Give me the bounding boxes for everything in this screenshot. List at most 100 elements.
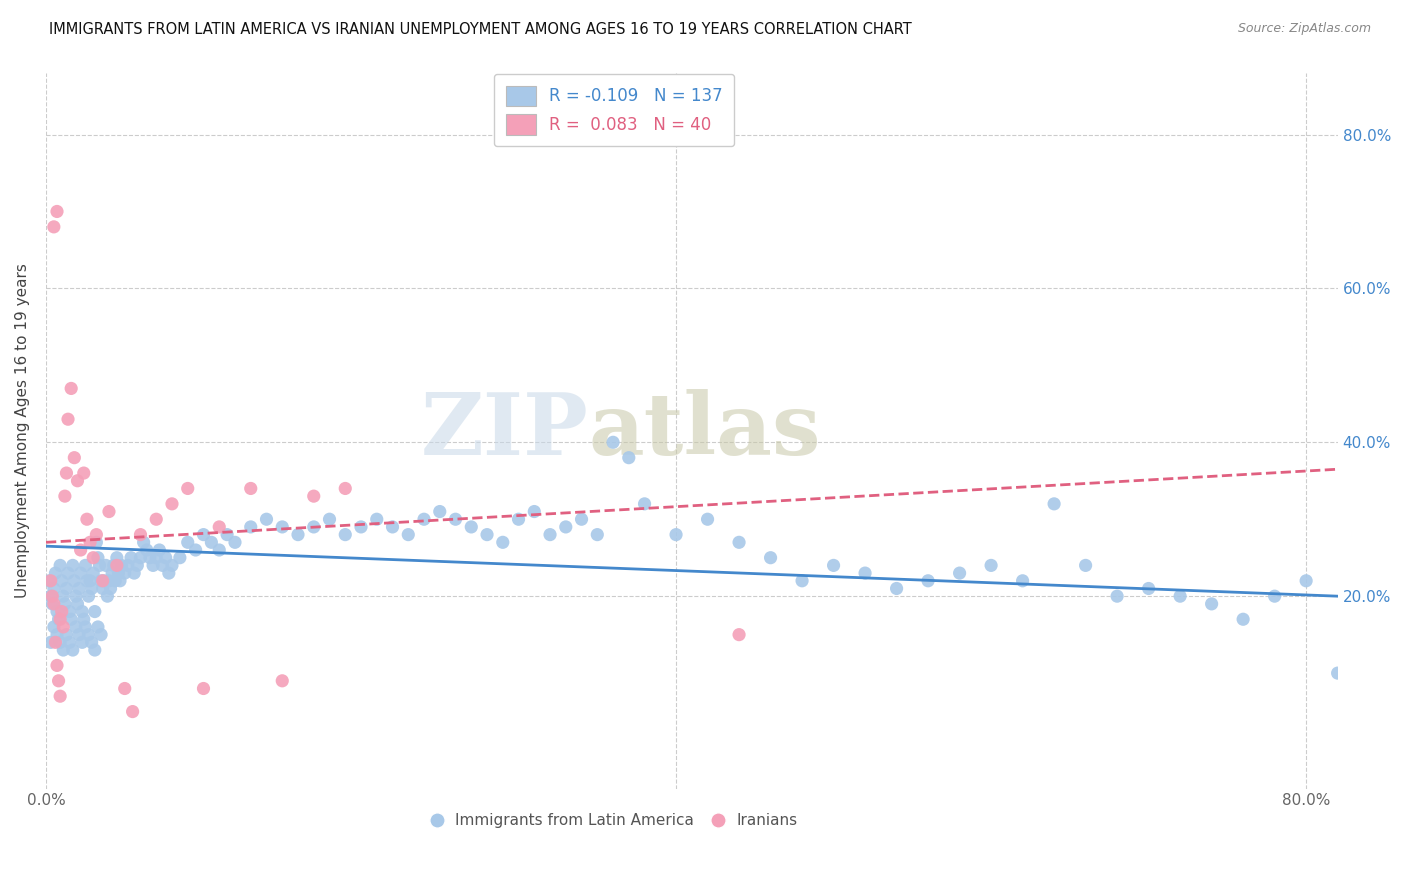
Point	[728, 627, 751, 641]
Point	[91, 582, 114, 596]
Point	[980, 558, 1002, 573]
Point	[239, 482, 262, 496]
Point	[39, 635, 62, 649]
Point	[1358, 666, 1381, 681]
Point	[53, 597, 76, 611]
Point	[508, 512, 530, 526]
Point	[114, 681, 136, 696]
Point	[60, 381, 83, 395]
Point	[492, 535, 515, 549]
Point	[105, 550, 128, 565]
Point	[790, 574, 813, 588]
Point	[1137, 582, 1160, 596]
Point	[63, 450, 86, 465]
Point	[142, 558, 165, 573]
Point	[1295, 574, 1317, 588]
Point	[1043, 497, 1066, 511]
Legend: Immigrants from Latin America, Iranians: Immigrants from Latin America, Iranians	[425, 807, 804, 835]
Point	[79, 574, 101, 588]
Point	[73, 466, 96, 480]
Point	[571, 512, 593, 526]
Point	[65, 589, 87, 603]
Point	[193, 681, 215, 696]
Point	[129, 527, 152, 541]
Point	[98, 504, 121, 518]
Point	[52, 589, 75, 603]
Point	[87, 620, 110, 634]
Point	[139, 550, 162, 565]
Point	[42, 597, 65, 611]
Point	[77, 589, 100, 603]
Point	[120, 550, 142, 565]
Point	[302, 520, 325, 534]
Point	[41, 589, 63, 603]
Point	[177, 482, 200, 496]
Point	[665, 527, 688, 541]
Point	[52, 620, 75, 634]
Point	[271, 673, 294, 688]
Point	[602, 435, 624, 450]
Point	[55, 466, 77, 480]
Point	[413, 512, 436, 526]
Point	[523, 504, 546, 518]
Point	[948, 566, 970, 580]
Point	[396, 527, 419, 541]
Point	[1201, 597, 1223, 611]
Point	[169, 550, 191, 565]
Point	[48, 612, 70, 626]
Point	[56, 566, 79, 580]
Point	[444, 512, 467, 526]
Point	[287, 527, 309, 541]
Point	[381, 520, 404, 534]
Text: IMMIGRANTS FROM LATIN AMERICA VS IRANIAN UNEMPLOYMENT AMONG AGES 16 TO 19 YEARS : IMMIGRANTS FROM LATIN AMERICA VS IRANIAN…	[49, 22, 912, 37]
Point	[1264, 589, 1286, 603]
Point	[76, 512, 98, 526]
Point	[51, 574, 73, 588]
Point	[83, 605, 105, 619]
Point	[101, 566, 124, 580]
Point	[86, 535, 108, 549]
Point	[160, 497, 183, 511]
Point	[52, 643, 75, 657]
Point	[239, 520, 262, 534]
Point	[103, 558, 125, 573]
Point	[42, 582, 65, 596]
Point	[59, 635, 82, 649]
Point	[80, 582, 103, 596]
Point	[41, 597, 63, 611]
Point	[104, 574, 127, 588]
Point	[90, 574, 112, 588]
Point	[117, 558, 139, 573]
Point	[91, 574, 114, 588]
Point	[70, 635, 93, 649]
Point	[177, 535, 200, 549]
Point	[148, 543, 170, 558]
Point	[155, 550, 177, 565]
Point	[65, 620, 87, 634]
Point	[79, 535, 101, 549]
Point	[1326, 666, 1348, 681]
Point	[335, 527, 357, 541]
Point	[132, 535, 155, 549]
Point	[350, 520, 373, 534]
Point	[193, 527, 215, 541]
Point	[77, 627, 100, 641]
Point	[82, 550, 104, 565]
Point	[38, 574, 60, 588]
Point	[46, 605, 69, 619]
Point	[617, 450, 640, 465]
Point	[75, 558, 97, 573]
Point	[475, 527, 498, 541]
Point	[538, 527, 561, 541]
Point	[66, 597, 89, 611]
Point	[759, 550, 782, 565]
Point	[318, 512, 340, 526]
Point	[56, 412, 79, 426]
Point	[696, 512, 718, 526]
Point	[728, 535, 751, 549]
Point	[129, 550, 152, 565]
Point	[82, 566, 104, 580]
Point	[271, 520, 294, 534]
Point	[42, 219, 65, 234]
Point	[114, 566, 136, 580]
